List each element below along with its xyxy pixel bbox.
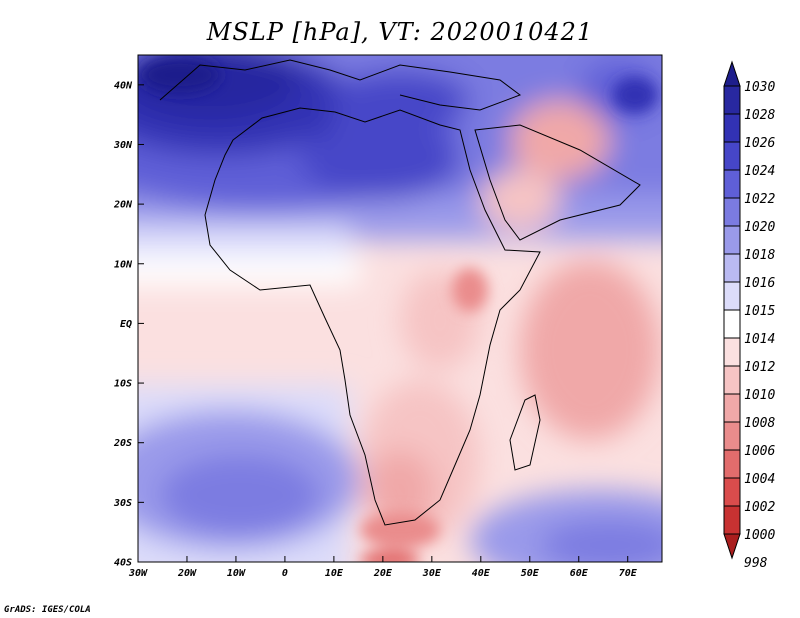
lat-tick-label: 40N [114, 80, 133, 91]
colorbar-swatch [723, 309, 741, 339]
lon-tick-label: 20W [177, 568, 197, 579]
colorbar-swatch [723, 393, 741, 423]
latitude-axis: 40N 30N 20N 10N EQ 10S 20S 30S 40S [113, 80, 144, 569]
colorbar-arrow-top [723, 60, 741, 87]
lat-tick-label: 30S [113, 498, 132, 509]
lon-tick-label: 70E [619, 568, 638, 579]
lon-tick-label: 0 [282, 568, 288, 579]
longitude-axis: 30W 20W 10W 0 10E 20E 30E 40E 50E 60E 70E [128, 556, 638, 579]
colorbar-swatch [723, 141, 741, 171]
colorbar-label: 1030 [744, 80, 775, 95]
lat-tick-label: 10N [114, 259, 133, 270]
colorbar-label: 1000 [744, 528, 775, 543]
colorbar-swatch [723, 421, 741, 451]
lon-tick-label: 40E [472, 568, 491, 579]
colorbar-label: 998 [744, 556, 768, 571]
lat-tick-label: 30N [113, 140, 133, 151]
colorbar-swatch [723, 449, 741, 479]
colorbar-label: 1008 [744, 416, 775, 431]
credit-text: GrADS: IGES/COLA [4, 605, 91, 615]
lat-tick-label: EQ [120, 319, 132, 330]
lat-tick-label: 20S [113, 438, 132, 449]
madagascar-coastline [509, 394, 541, 471]
colorbar-label: 1006 [744, 444, 775, 459]
map-title: MSLP [hPa], VT: 2020010421 [206, 18, 594, 46]
colorbar-swatch [723, 505, 741, 535]
colorbar-swatch [723, 197, 741, 227]
colorbar-swatch [723, 477, 741, 507]
colorbar-label: 1002 [744, 500, 775, 515]
africa-coastline [204, 107, 541, 526]
colorbar-swatch [723, 225, 741, 255]
colorbar-label: 1018 [744, 248, 775, 263]
colorbar-label: 1022 [744, 192, 775, 207]
colorbar-label: 1016 [744, 276, 775, 291]
colorbar-label: 1028 [744, 108, 775, 123]
colorbar-label: 1014 [744, 332, 775, 347]
arabia-coastline [474, 124, 641, 241]
colorbar-swatch [723, 85, 741, 115]
colorbar-label: 1026 [744, 136, 775, 151]
colorbar-label: 1015 [744, 304, 775, 319]
lon-tick-label: 10W [227, 568, 246, 579]
colorbar-swatch [723, 337, 741, 367]
lat-tick-label: 40S [114, 558, 132, 569]
lon-tick-label: 50E [521, 568, 540, 579]
colorbar-swatch [723, 169, 741, 199]
colorbar-label: 1024 [744, 164, 775, 179]
colorbar-label: 1020 [744, 220, 775, 235]
lon-tick-label: 30W [128, 568, 148, 579]
colorbar-swatch [723, 113, 741, 143]
colorbar-label: 1012 [744, 360, 775, 375]
colorbar-swatch [723, 253, 741, 283]
lon-tick-label: 30E [422, 568, 442, 579]
colorbar-swatch [723, 281, 741, 311]
coastlines [159, 59, 641, 526]
map-frame [137, 54, 663, 563]
colorbar-swatch [723, 365, 741, 395]
lat-tick-label: 20N [113, 200, 133, 211]
colorbar-label: 1004 [744, 472, 775, 487]
colorbar-arrow-bottom [723, 533, 741, 560]
pressure-field [138, 55, 662, 562]
europe-coastline [159, 59, 522, 111]
lon-tick-label: 60E [570, 568, 589, 579]
lon-tick-label: 10E [325, 568, 344, 579]
lon-tick-label: 20E [373, 568, 393, 579]
colorbar-label: 1010 [744, 388, 775, 403]
lat-tick-label: 10S [114, 379, 132, 390]
colorbar: 1030 1028 1026 1024 1022 1020 1018 1016 1015 1014… [723, 60, 775, 571]
